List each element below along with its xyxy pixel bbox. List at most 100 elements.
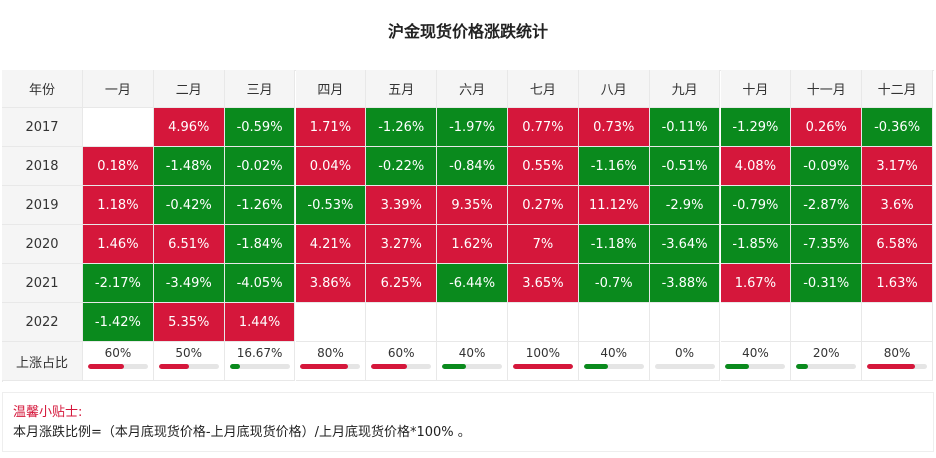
progress-track: [654, 364, 715, 369]
value-cell: -0.79%: [720, 186, 792, 225]
value-cell: [578, 303, 650, 342]
ratio-text: 40%: [458, 346, 486, 360]
value-cell: -0.84%: [437, 147, 508, 186]
ratio-text: 20%: [812, 346, 840, 360]
value-cell: 0.73%: [578, 108, 650, 147]
table: 年份 一月 二月 三月 四月 五月 六月 七月 八月 九月 十月 十一月 十二月 2017 4.96% -0.…: [2, 70, 934, 382]
value-cell: 3.65%: [508, 264, 579, 303]
year-cell: 2018: [2, 147, 83, 186]
ratio-text: 16.67%: [236, 346, 283, 360]
value-cell: 0.04%: [295, 147, 367, 186]
progress-track: [300, 364, 361, 369]
header-cell: 十月: [720, 70, 792, 108]
value-cell: 4.96%: [153, 108, 225, 147]
value-cell: -3.88%: [649, 264, 721, 303]
ratio-label: 上涨占比: [2, 342, 83, 381]
ratio-cell: 50%: [153, 342, 225, 381]
value-cell: 1.71%: [295, 108, 367, 147]
ratio-cell: 0%: [649, 342, 721, 381]
value-cell: 6.51%: [153, 225, 225, 264]
value-cell: -0.59%: [224, 108, 296, 147]
value-cell: -6.44%: [437, 264, 508, 303]
value-cell: -1.18%: [578, 225, 650, 264]
progress-bar: [583, 364, 608, 369]
value-cell: [649, 303, 721, 342]
value-cell: -2.87%: [791, 186, 863, 225]
value-cell: 6.25%: [366, 264, 438, 303]
value-cell: [720, 303, 792, 342]
value-cell: -1.97%: [437, 108, 508, 147]
progress-bar: [442, 364, 467, 369]
year-cell: 2019: [2, 186, 83, 225]
ratio-cell: 16.67%: [224, 342, 296, 381]
header-cell: 十一月: [791, 70, 863, 108]
value-cell: -0.36%: [862, 108, 933, 147]
value-cell: -0.09%: [791, 147, 863, 186]
value-cell: -1.42%: [83, 303, 154, 342]
value-cell: -2.17%: [83, 264, 154, 303]
ratio-text: 60%: [104, 346, 132, 360]
value-cell: -4.05%: [224, 264, 296, 303]
ratio-cell: 80%: [862, 342, 933, 381]
header-cell: 年份: [2, 70, 83, 108]
year-cell: 2020: [2, 225, 83, 264]
value-cell: -3.49%: [153, 264, 225, 303]
progress-track: [725, 364, 786, 369]
header-cell: 八月: [578, 70, 650, 108]
year-cell: 2017: [2, 108, 83, 147]
value-cell: 6.58%: [862, 225, 933, 264]
ratio-cell: 60%: [366, 342, 438, 381]
ratio-text: 40%: [600, 346, 628, 360]
progress-bar: [725, 364, 750, 369]
value-cell: -1.48%: [153, 147, 225, 186]
value-cell: [366, 303, 438, 342]
value-cell: -0.7%: [578, 264, 650, 303]
progress-track: [867, 364, 928, 369]
value-cell: 3.6%: [862, 186, 933, 225]
ratio-cell: 80%: [295, 342, 367, 381]
value-cell: -0.22%: [366, 147, 438, 186]
header-cell: 六月: [437, 70, 508, 108]
value-cell: 3.86%: [295, 264, 367, 303]
tip-title: 温馨小贴士:: [13, 405, 83, 420]
header-cell: 四月: [295, 70, 367, 108]
ratio-text: 60%: [387, 346, 415, 360]
progress-track: [371, 364, 432, 369]
progress-bar: [229, 364, 240, 369]
header-cell: 十二月: [862, 70, 933, 108]
tip-text: 本月涨跌比例=（本月底现货价格-上月底现货价格）/上月底现货价格*100% 。: [13, 425, 471, 440]
ratio-cell: 40%: [720, 342, 792, 381]
progress-bar: [796, 364, 809, 369]
header-cell: 七月: [508, 70, 579, 108]
value-cell: -0.42%: [153, 186, 225, 225]
value-cell: 4.21%: [295, 225, 367, 264]
ratio-cell: 60%: [83, 342, 154, 381]
progress-track: [512, 364, 573, 369]
ratio-cell: 20%: [791, 342, 863, 381]
ratio-cell: 100%: [508, 342, 579, 381]
progress-bar: [158, 364, 189, 369]
value-cell: 0.18%: [83, 147, 154, 186]
value-cell: 1.44%: [224, 303, 296, 342]
value-cell: -1.85%: [720, 225, 792, 264]
value-cell: 1.67%: [720, 264, 792, 303]
progress-bar: [371, 364, 408, 369]
value-cell: -1.26%: [366, 108, 438, 147]
header-cell: 一月: [83, 70, 154, 108]
progress-track: [442, 364, 503, 369]
value-cell: 1.63%: [862, 264, 933, 303]
value-cell: -0.02%: [224, 147, 296, 186]
ratio-text: 80%: [883, 346, 911, 360]
value-cell: 0.27%: [508, 186, 579, 225]
value-cell: [508, 303, 579, 342]
progress-bar: [87, 364, 124, 369]
value-cell: -0.11%: [649, 108, 721, 147]
header-cell: 三月: [224, 70, 296, 108]
value-cell: -0.51%: [649, 147, 721, 186]
progress-track: [229, 364, 290, 369]
ratio-text: 80%: [317, 346, 344, 360]
header-cell: 五月: [366, 70, 438, 108]
value-cell: -1.26%: [224, 186, 296, 225]
value-cell: 5.35%: [153, 303, 225, 342]
